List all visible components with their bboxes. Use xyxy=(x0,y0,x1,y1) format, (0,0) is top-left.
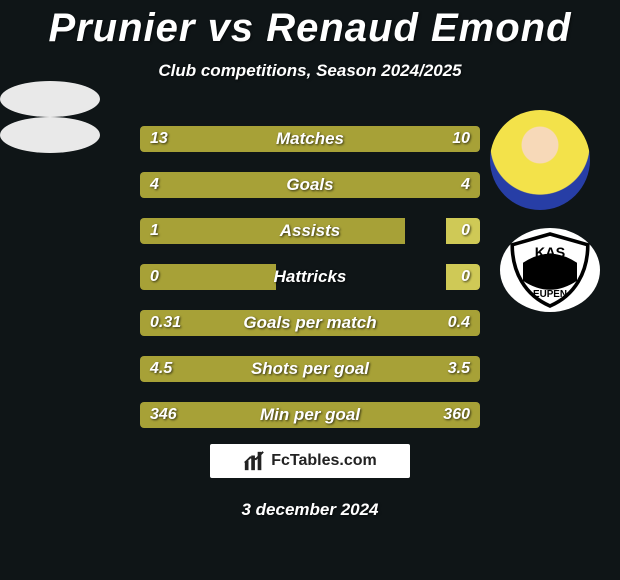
stat-value-right: 10 xyxy=(452,126,470,152)
stat-row: Goals per match0.31 0.4 xyxy=(140,310,480,336)
stat-value-right: 0.4 xyxy=(448,310,470,336)
stat-label: Assists xyxy=(140,218,480,244)
left-player-club-placeholder xyxy=(0,117,100,153)
stat-label: Goals per match xyxy=(140,310,480,336)
stat-label: Hattricks xyxy=(140,264,480,290)
stat-row: Hattricks0 0 xyxy=(140,264,480,290)
comparison-subtitle: Club competitions, Season 2024/2025 xyxy=(0,61,620,81)
comparison-title: Prunier vs Renaud Emond xyxy=(0,0,620,51)
stat-value-left: 4 xyxy=(150,172,159,198)
stat-value-left: 4.5 xyxy=(150,356,172,382)
stat-value-left: 13 xyxy=(150,126,168,152)
footer-date: 3 december 2024 xyxy=(0,500,620,520)
stat-label: Shots per goal xyxy=(140,356,480,382)
svg-text:EUPEN: EUPEN xyxy=(533,289,567,300)
stat-value-left: 1 xyxy=(150,218,159,244)
stat-label: Min per goal xyxy=(140,402,480,428)
stat-value-right: 360 xyxy=(443,402,470,428)
stat-row: Matches13 10 xyxy=(140,126,480,152)
stat-value-left: 0 xyxy=(150,264,159,290)
stat-value-left: 0.31 xyxy=(150,310,181,336)
stat-label: Goals xyxy=(140,172,480,198)
stat-value-right: 4 xyxy=(461,172,470,198)
shield-icon: KAS EUPEN xyxy=(505,232,595,308)
stat-row: Shots per goal4.5 3.5 xyxy=(140,356,480,382)
right-player-club-logo: KAS EUPEN xyxy=(500,228,600,312)
bar-chart-icon xyxy=(243,450,265,472)
stat-label: Matches xyxy=(140,126,480,152)
left-player-avatar-placeholder xyxy=(0,81,100,117)
stat-value-right: 0 xyxy=(461,218,470,244)
stat-row: Min per goal346 360 xyxy=(140,402,480,428)
stat-row: Goals4 4 xyxy=(140,172,480,198)
stat-value-right: 3.5 xyxy=(448,356,470,382)
stat-value-left: 346 xyxy=(150,402,177,428)
stat-row: Assists1 0 xyxy=(140,218,480,244)
fctables-badge[interactable]: FcTables.com xyxy=(210,444,410,478)
right-player-avatar xyxy=(490,110,590,210)
fctables-label: FcTables.com xyxy=(271,452,377,470)
stat-rows: Matches1310Goals44Assists10Hattricks00Go… xyxy=(140,126,480,448)
stat-value-right: 0 xyxy=(461,264,470,290)
